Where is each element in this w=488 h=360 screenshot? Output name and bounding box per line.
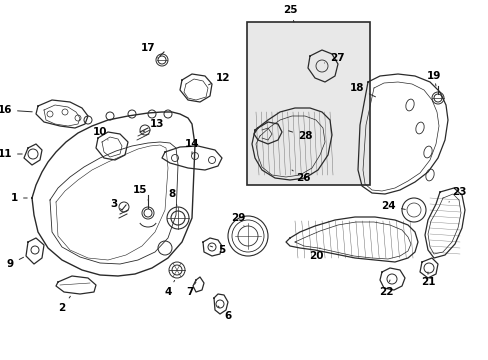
Text: 18: 18	[349, 83, 375, 97]
Text: 13: 13	[142, 119, 164, 132]
Text: 2: 2	[58, 296, 70, 313]
Text: 9: 9	[7, 257, 23, 269]
Bar	[246, 22, 369, 185]
Text: 8: 8	[168, 189, 177, 206]
Text: 26: 26	[291, 170, 310, 183]
Text: 15: 15	[132, 185, 148, 200]
Text: 17: 17	[141, 43, 158, 58]
Text: 20: 20	[308, 248, 323, 261]
Text: 28: 28	[288, 131, 312, 141]
Text: 3: 3	[110, 199, 122, 210]
Text: 24: 24	[381, 201, 405, 211]
Text: 5: 5	[209, 245, 225, 255]
Text: 25: 25	[282, 5, 297, 22]
Text: 21: 21	[420, 272, 434, 287]
Text: 10: 10	[93, 127, 108, 140]
Text: 6: 6	[218, 306, 231, 321]
Text: 7: 7	[186, 282, 196, 297]
Text: 27: 27	[324, 53, 344, 63]
Text: 29: 29	[230, 213, 244, 226]
Text: 16: 16	[0, 105, 32, 115]
Text: 11: 11	[0, 149, 22, 159]
Text: 1: 1	[11, 193, 27, 203]
Text: 22: 22	[378, 280, 392, 297]
Text: 14: 14	[184, 139, 199, 154]
Text: 23: 23	[448, 187, 466, 202]
Text: 19: 19	[426, 71, 440, 86]
Text: 12: 12	[208, 73, 230, 85]
Text: 4: 4	[164, 280, 174, 297]
